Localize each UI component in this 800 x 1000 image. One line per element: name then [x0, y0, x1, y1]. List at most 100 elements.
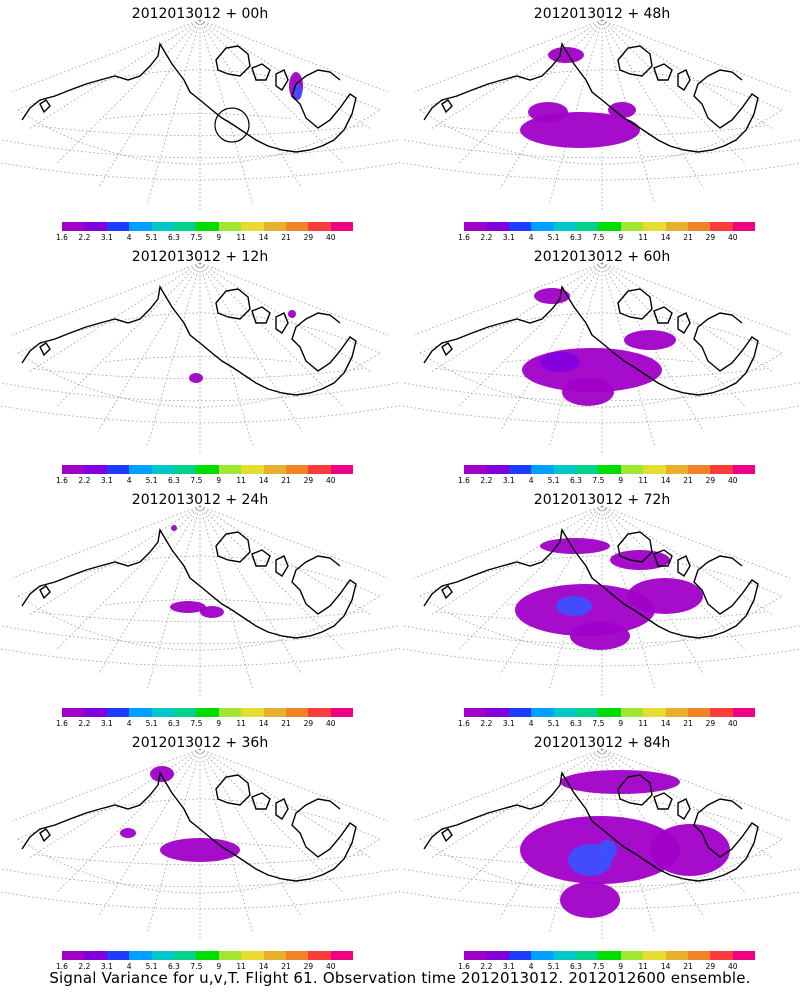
projection-outline	[419, 352, 783, 408]
colorbar-swatch	[553, 951, 576, 960]
map-plot	[0, 19, 400, 210]
colorbar-label: 40	[728, 233, 738, 242]
colorbar-swatch	[464, 708, 487, 717]
colorbar-swatch	[732, 708, 756, 717]
coastlines	[423, 771, 759, 882]
colorbar-label: 29	[705, 233, 716, 242]
colorbar-swatch	[732, 465, 756, 474]
colorbar-label: 21	[281, 233, 291, 242]
colorbar-label: 4	[528, 233, 534, 242]
colorbar-swatch	[286, 708, 309, 717]
colorbar-swatch	[486, 708, 509, 717]
panel-title: 2012013012 + 00h	[131, 6, 269, 22]
colorbar-label: 5.1	[145, 962, 158, 971]
colorbar-swatch	[620, 951, 644, 960]
variance-region	[608, 102, 636, 118]
island-coastline	[275, 798, 289, 820]
colorbar-label: 40	[728, 719, 738, 728]
colorbar-label: 21	[683, 719, 693, 728]
island-coastline	[215, 288, 251, 320]
colorbar-label: 14	[660, 962, 671, 971]
colorbar-swatch	[196, 222, 219, 231]
colorbar-swatch	[286, 222, 309, 231]
colorbar-swatch	[576, 222, 599, 231]
colorbar-label: 14	[258, 476, 269, 485]
island-coastline	[39, 99, 51, 114]
colorbar-label: 9	[618, 719, 624, 728]
projection-outline	[17, 798, 381, 840]
variance-region	[540, 352, 580, 372]
latitude-line	[105, 599, 293, 606]
map-panel: 2012013012 + 84h 1.6 2.2 3.1 4 5.1 6.3 7.5 9 11 14…	[402, 729, 800, 971]
colorbar-label: 14	[660, 476, 671, 485]
meridian-line	[459, 748, 603, 892]
map-plot	[0, 505, 400, 696]
panel-title: 2012013012 + 84h	[533, 735, 671, 751]
colorbar-swatch	[486, 222, 509, 231]
colorbar-label: 21	[281, 719, 291, 728]
colorbar-swatch	[620, 222, 644, 231]
colorbar-label: 7.5	[592, 233, 605, 242]
colorbar-swatch	[710, 708, 733, 717]
latitude-line	[105, 842, 293, 849]
colorbar-label: 9	[216, 962, 222, 971]
meridian-line	[97, 505, 201, 675]
meridian-line	[12, 748, 201, 822]
colorbar-label: 4	[126, 476, 132, 485]
colorbar-label: 5.1	[145, 476, 158, 485]
colorbar-label: 5.1	[145, 233, 158, 242]
projection-outline	[17, 838, 381, 894]
island-coastline	[275, 312, 289, 334]
colorbar-label: 4	[126, 719, 132, 728]
colorbar-swatch	[174, 222, 197, 231]
colorbar-swatch	[665, 222, 688, 231]
island-coastline	[441, 99, 453, 114]
colorbar-label: 1.6	[458, 962, 470, 971]
colorbar-swatch	[576, 951, 599, 960]
colorbar-swatch	[151, 222, 174, 231]
colorbar-swatch	[196, 708, 219, 717]
map-panel: 2012013012 + 48h 1.6 2.2 3.1 4 5.1 6.3 7.5 9 11 14…	[402, 0, 800, 242]
colorbar-label: 21	[683, 962, 693, 971]
colorbar-label: 5.1	[547, 719, 560, 728]
colorbar-label: 14	[258, 719, 269, 728]
projection-outline	[17, 555, 381, 597]
colorbar-swatch	[688, 951, 711, 960]
projection-outline	[17, 69, 381, 111]
island-coastline	[251, 549, 271, 567]
latitude-line	[507, 356, 695, 363]
projection-outline	[419, 312, 783, 354]
colorbar-swatch	[129, 708, 152, 717]
meridian-line	[459, 262, 603, 406]
map-panel: 2012013012 + 24h 1.6 2.2 3.1 4 5.1 6.3 7.5 9 11 14…	[0, 486, 400, 728]
meridian-line	[414, 262, 603, 336]
meridian-line	[57, 748, 201, 892]
colorbar-swatch	[218, 708, 242, 717]
coastlines	[21, 285, 357, 396]
colorbar-label: 21	[281, 476, 291, 485]
meridian-line	[146, 19, 201, 205]
island-coastline	[251, 792, 271, 810]
colorbar-label: 6.3	[570, 233, 582, 242]
colorbar-label: 3.1	[100, 476, 113, 485]
figure-caption: Signal Variance for u,v,T. Flight 61. Ob…	[49, 969, 751, 987]
meridian-line	[97, 262, 201, 432]
panel-title: 2012013012 + 36h	[131, 735, 269, 751]
colorbar-swatch	[710, 465, 733, 474]
island-coastline	[251, 306, 271, 324]
coastline	[423, 285, 759, 396]
colorbar-label: 3.1	[502, 719, 515, 728]
island-coastline	[275, 69, 289, 91]
projection-outline	[419, 838, 783, 894]
meridian-line	[414, 505, 603, 579]
projection-outline	[17, 312, 381, 354]
colorbar-label: 5.1	[547, 476, 560, 485]
variance-region	[540, 538, 610, 554]
meridian-line	[199, 262, 388, 336]
colorbar-label: 7.5	[190, 476, 203, 485]
colorbar-swatch	[241, 708, 264, 717]
colorbar-label: 2.2	[480, 476, 493, 485]
colorbar-label: 1.6	[458, 719, 470, 728]
island-coastline	[653, 63, 673, 81]
panel-title: 2012013012 + 24h	[131, 492, 269, 508]
